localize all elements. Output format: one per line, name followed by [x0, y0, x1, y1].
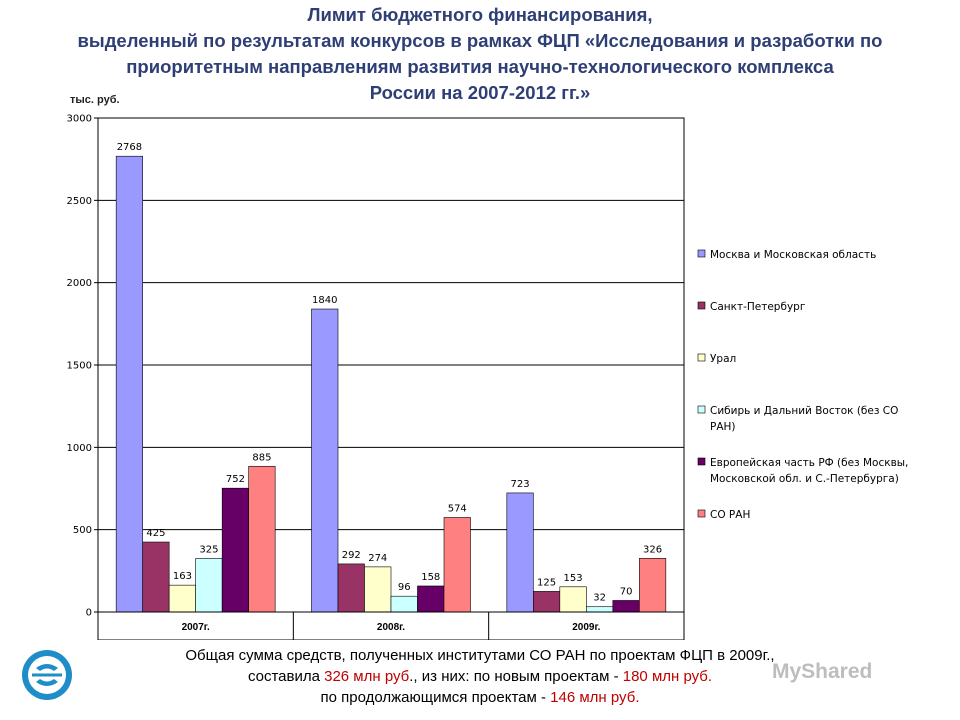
chart-bars: [115, 155, 667, 613]
legend-label: Санкт-Петербург: [710, 301, 805, 313]
y-axis-unit-label: тыс. руб.: [70, 94, 120, 106]
bar: [221, 487, 249, 613]
bar: [559, 586, 587, 613]
chart-data-labels: 2768 1840 723 425 292 125 163 274 153 325 96 32 752 1…: [117, 142, 662, 604]
x-axis-box: [97, 611, 685, 640]
y-tick-label: 2000: [67, 278, 92, 289]
y-tick-label: 2500: [67, 196, 92, 207]
legend-label-line: Санкт-Петербург: [710, 301, 805, 313]
y-tick-label: 0: [86, 608, 92, 619]
bar-value-label: 574: [448, 503, 467, 514]
bar: [142, 541, 170, 613]
legend-label-line: Европейская часть РФ (без Москвы,: [710, 457, 908, 469]
footer-line-2-a: составила: [247, 668, 325, 685]
legend-label-line: Московской обл. и С.-Петербурга): [710, 473, 899, 485]
legend-label-line: Сибирь и Дальний Восток (без СО: [710, 405, 898, 417]
y-tick-label: 1000: [67, 443, 92, 454]
bar: [390, 595, 418, 613]
y-tick-label: 3000: [67, 114, 92, 125]
x-category-label: 2007г.: [182, 622, 210, 633]
footer-line-2: составила 326 млн руб., из них: по новым…: [0, 666, 960, 687]
bar: [612, 600, 640, 613]
bar-chart: 2768 1840 723 425 292 125 163 274 153 325 96 32 752 1…: [67, 114, 908, 640]
bar-value-label: 158: [421, 572, 440, 583]
legend-swatch: [697, 301, 706, 310]
y-tick-label: 1500: [67, 361, 92, 372]
bar-value-label: 96: [398, 582, 411, 593]
bar: [168, 584, 196, 613]
legend-label-line: Москва и Московская область: [710, 249, 876, 261]
bar-value-label: 292: [342, 550, 361, 561]
footer-continuing-projects-amount: 146 млн руб.: [550, 689, 640, 706]
legend-label-line: РАН): [710, 421, 736, 433]
chart-title: Лимит бюджетного финансирования, выделен…: [0, 2, 960, 106]
chart-legend: Москва и Московская область Санкт-Петербу…: [697, 249, 908, 521]
bar-value-label: 153: [564, 573, 583, 584]
watermark-logo: MyShared: [772, 660, 873, 683]
bar: [248, 465, 276, 613]
bar-value-label: 274: [368, 553, 387, 564]
footer-note: Общая сумма средств, полученных институт…: [0, 645, 960, 708]
title-line-1: Лимит бюджетного финансирования,: [307, 4, 653, 25]
bar-value-label: 425: [146, 528, 165, 539]
bar: [506, 492, 534, 613]
bar: [417, 585, 445, 613]
bar-value-label: 2768: [117, 142, 142, 153]
x-category-label: 2009г.: [572, 622, 600, 633]
footer-line-3: по продолжающимся проектам - 146 млн руб…: [0, 687, 960, 708]
bar-value-label: 32: [593, 593, 606, 604]
legend-swatch: [697, 457, 706, 466]
title-line-2: выделенный по результатам конкурсов в ра…: [77, 30, 883, 51]
chart-axes: 0 500 1000 1500 2000 2500 3000 2007г. 2008г. 2009…: [67, 114, 685, 640]
sb-ras-logo-icon: [22, 650, 72, 700]
legend-swatch: [697, 405, 706, 414]
legend-swatch: [697, 509, 706, 518]
legend-swatch: [697, 249, 706, 258]
bar-value-label: 885: [252, 452, 271, 463]
bar: [195, 558, 223, 613]
bar-value-label: 326: [643, 544, 662, 555]
chart-grid: [97, 117, 685, 613]
bar: [115, 155, 143, 613]
bar-value-label: 1840: [312, 295, 337, 306]
bar-value-label: 752: [226, 474, 245, 485]
legend-label: СО РАН: [710, 509, 750, 521]
footer-line-3-a: по продолжающимся проектам -: [320, 689, 551, 706]
legend-label: Сибирь и Дальний Восток (без СО РАН): [710, 405, 898, 433]
legend-label: Москва и Московская область: [710, 249, 876, 261]
legend-label-line: СО РАН: [710, 509, 750, 521]
y-tick-label: 500: [73, 525, 92, 536]
title-line-3: приоритетным направлениям развития научн…: [126, 56, 834, 77]
bar-value-label: 70: [620, 586, 633, 597]
legend-swatch: [697, 353, 706, 362]
bar-value-label: 125: [537, 577, 556, 588]
bar: [364, 566, 392, 613]
bar: [311, 308, 339, 613]
footer-new-projects-amount: 180 млн руб.: [622, 668, 713, 685]
bar: [533, 591, 561, 613]
bar-value-label: 163: [173, 571, 192, 582]
bar-value-label: 723: [511, 479, 530, 490]
bar-value-label: 325: [199, 544, 218, 555]
bar: [443, 517, 471, 613]
title-line-4: России на 2007-2012 гг.»: [369, 82, 591, 103]
legend-label-line: Урал: [710, 353, 736, 365]
legend-label: Урал: [710, 353, 736, 365]
bar: [337, 563, 365, 613]
footer-line-1: Общая сумма средств, полученных институт…: [185, 647, 775, 664]
x-category-label: 2008г.: [377, 622, 405, 633]
bar: [639, 558, 667, 613]
legend-label: Европейская часть РФ (без Москвы, Московс…: [710, 457, 908, 485]
footer-total-amount: 326 млн руб: [324, 668, 410, 685]
bar: [586, 606, 614, 613]
footer-line-2-c: ., из них: по новым проектам -: [409, 668, 623, 685]
